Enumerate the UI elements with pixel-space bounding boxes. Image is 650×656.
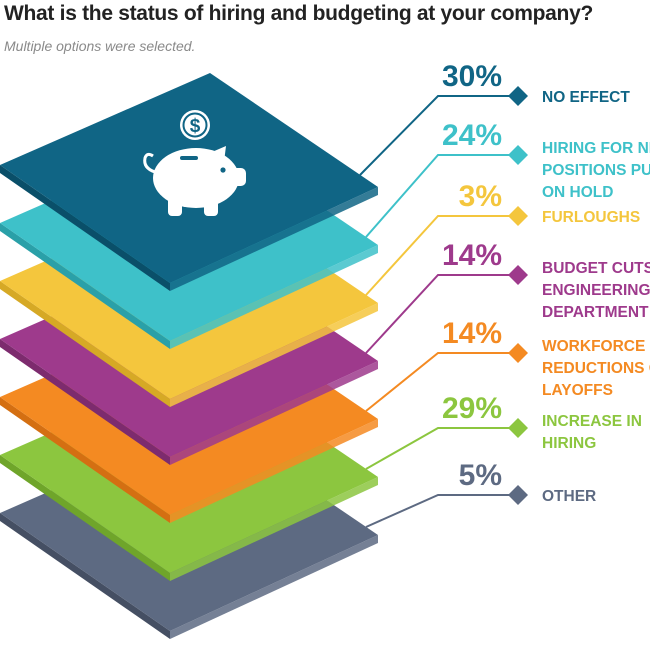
connector-line-6 [365,427,518,470]
connector-diamond-2 [508,145,528,165]
layer-stack [0,73,378,639]
layer-4-right-edge [170,361,378,465]
layer-2-right-edge [170,245,378,349]
connector-line-2 [365,154,518,238]
connector-diamond-6 [508,418,528,438]
layer-6-left-edge [0,455,170,581]
percent-label-5: 14% [442,317,502,350]
layer-7-right-edge [170,535,378,639]
category-label-4-line-1: BUDGET CUTS TO [542,260,650,277]
layer-6-right-edge [170,477,378,581]
svg-text:$: $ [190,116,201,137]
category-label-6-line-2: HIRING [542,435,596,452]
connector-diamond-5 [508,343,528,363]
connector-diamond-4 [508,265,528,285]
chart-title: What is the status of hiring and budgeti… [4,2,593,25]
connector-diamond-7 [508,485,528,505]
percent-label-7: 5% [459,459,502,492]
connector-line-5 [365,352,518,412]
percent-label-4: 14% [442,239,502,272]
connector-diamond-1 [508,86,528,106]
layer-1-left-edge [0,165,170,291]
connector-diamond-3 [508,206,528,226]
category-label-2-line-1: HIRING FOR NEW [542,140,650,157]
category-label-2-line-2: POSITIONS PUT [542,162,650,179]
percent-label-2: 24% [442,119,502,152]
layer-3-left-edge [0,281,170,407]
category-label-5-line-2: REDUCTIONS OR [542,360,650,377]
percent-label-3: 3% [459,180,502,213]
category-label-1-line-1: NO EFFECT [542,89,630,106]
category-label-4-line-2: ENGINEERING [542,282,650,299]
percent-label-1: 30% [442,60,502,93]
legend-labels: 5% OTHER 29% INCREASE IN HIRING 14% WORKFORCE R… [442,60,650,505]
category-label-2-line-3: ON HOLD [542,184,613,201]
category-label-6-line-1: INCREASE IN [542,413,642,430]
layer-1-right-edge [170,187,378,291]
category-label-4-line-3: DEPARTMENT [542,304,649,321]
dollar-coin-icon: $ [180,110,210,140]
connector-line-4 [365,274,518,354]
connector-line-3 [365,215,518,296]
connector-line-7 [365,494,518,528]
chart-subtitle: Multiple options were selected. [4,38,196,54]
layer-3-right-edge [170,303,378,407]
category-label-5-line-1: WORKFORCE [542,338,645,355]
category-label-3-line-1: FURLOUGHS [542,209,640,226]
connector-line-1 [359,95,518,176]
layer-7-left-edge [0,513,170,639]
category-label-5-line-3: LAYOFFS [542,382,613,399]
category-label-7-line-1: OTHER [542,488,596,505]
percent-label-6: 29% [442,392,502,425]
piggy-bank-icon [143,146,246,216]
layer-5-right-edge [170,419,378,523]
layer-2-left-edge [0,223,170,349]
connector-lines [359,86,528,528]
layer-5-left-edge [0,397,170,523]
layer-4-left-edge [0,339,170,465]
